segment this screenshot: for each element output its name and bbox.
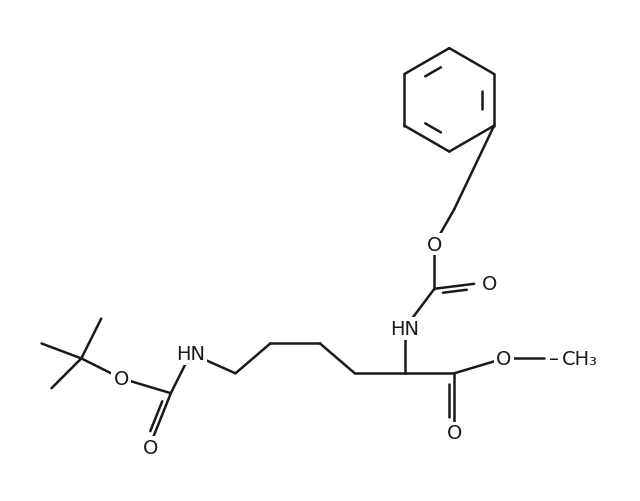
Text: CH₃: CH₃ <box>562 349 598 368</box>
Text: O: O <box>427 235 442 254</box>
Text: HN: HN <box>176 344 205 363</box>
Text: O: O <box>143 438 159 457</box>
Text: –: – <box>548 349 559 368</box>
Text: O: O <box>113 369 129 388</box>
Text: O: O <box>447 424 462 442</box>
Text: HN: HN <box>390 320 419 338</box>
Text: O: O <box>496 349 511 368</box>
Text: O: O <box>482 275 497 294</box>
